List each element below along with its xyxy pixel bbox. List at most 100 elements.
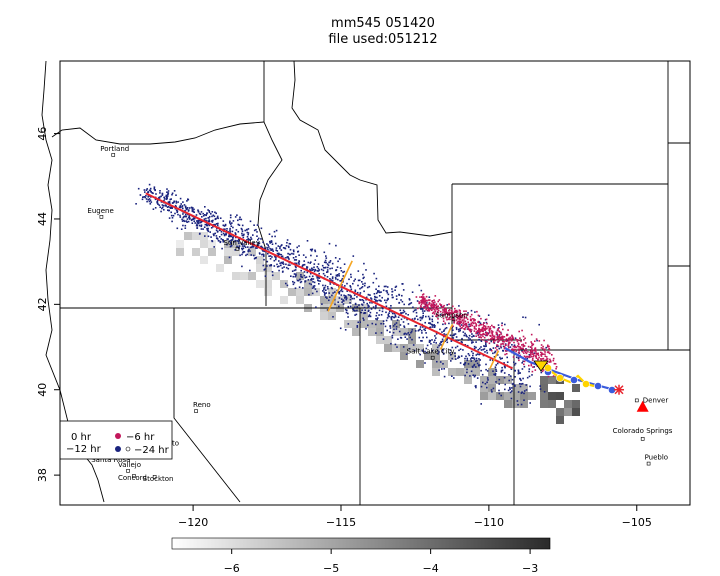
particle-24hr <box>523 392 525 395</box>
particle-24hr <box>459 348 462 350</box>
particle-24hr <box>242 234 245 237</box>
particle-24hr <box>375 288 377 290</box>
particle-24hr <box>278 253 281 256</box>
particle-24hr <box>241 228 243 231</box>
particle-24hr <box>357 270 360 272</box>
particle-24hr <box>299 278 301 281</box>
particle-24hr <box>257 241 259 244</box>
particle-24hr <box>279 246 281 248</box>
particle-24hr <box>471 342 473 344</box>
particle-12hr <box>503 341 505 343</box>
particle-12hr <box>432 308 434 310</box>
particle-24hr <box>363 306 366 309</box>
orange-mark <box>327 260 353 312</box>
concentration-cell <box>556 392 564 400</box>
particle-12hr <box>431 309 433 311</box>
particle-24hr <box>253 254 255 257</box>
particle-24hr <box>503 362 505 364</box>
particle-24hr <box>172 214 175 217</box>
particle-12hr <box>551 354 553 356</box>
particle-24hr <box>256 235 258 237</box>
concentration-cell <box>456 368 464 376</box>
particle-24hr <box>340 270 343 272</box>
particle-24hr <box>252 245 255 248</box>
particle-12hr <box>440 304 442 306</box>
particle-24hr <box>520 379 522 382</box>
particle-24hr <box>375 304 377 307</box>
particle-24hr <box>435 342 437 344</box>
release-star-icon <box>614 384 625 395</box>
particle-24hr <box>500 369 503 372</box>
particle-12hr <box>479 330 482 333</box>
particle-24hr <box>478 353 480 356</box>
particle-24hr <box>234 216 237 218</box>
orange-mark <box>489 350 500 370</box>
particle-24hr <box>282 247 285 249</box>
particle-24hr <box>144 196 147 199</box>
particle-24hr <box>157 203 159 205</box>
particle-24hr <box>185 215 188 218</box>
particle-24hr <box>278 260 280 262</box>
particle-24hr <box>234 232 237 234</box>
particle-24hr <box>479 322 482 325</box>
concentration-cell <box>264 272 272 280</box>
particle-24hr <box>390 316 392 318</box>
particle-24hr <box>216 224 219 227</box>
particle-24hr <box>361 299 364 301</box>
particle-24hr <box>458 328 460 331</box>
concentration-cell <box>488 368 496 376</box>
particle-12hr <box>532 353 535 355</box>
particle-24hr <box>455 358 457 360</box>
particle-24hr <box>362 317 364 320</box>
particle-12hr <box>475 331 478 333</box>
particle-24hr <box>477 349 480 351</box>
particle-24hr <box>228 234 230 236</box>
particle-24hr <box>322 290 324 292</box>
particle-12hr <box>419 305 422 307</box>
particle-24hr <box>357 279 360 282</box>
particle-24hr <box>257 244 260 246</box>
particle-12hr <box>531 359 534 361</box>
particle-12hr <box>483 329 486 331</box>
particle-24hr <box>545 346 547 349</box>
particle-12hr <box>432 303 434 305</box>
particle-24hr <box>271 235 273 238</box>
particle-24hr <box>409 302 411 305</box>
particle-12hr <box>541 370 544 373</box>
particle-24hr <box>364 309 366 311</box>
particle-24hr <box>504 383 506 386</box>
particle-24hr <box>346 290 348 292</box>
concentration-cell <box>548 376 556 384</box>
particle-24hr <box>325 292 327 294</box>
particle-24hr <box>528 375 531 378</box>
particle-24hr <box>273 259 276 262</box>
particle-12hr <box>456 311 459 313</box>
particle-24hr <box>341 279 343 281</box>
particle-12hr <box>541 352 543 354</box>
particle-12hr <box>540 344 543 346</box>
particle-24hr <box>212 219 214 222</box>
city-marker <box>132 474 136 478</box>
particle-12hr <box>418 301 420 303</box>
particle-24hr <box>438 369 440 371</box>
particle-24hr <box>382 323 385 325</box>
particle-12hr <box>532 355 535 358</box>
particle-12hr <box>459 313 461 316</box>
particle-24hr <box>188 216 191 218</box>
particle-24hr <box>295 266 297 269</box>
particle-12hr <box>539 358 542 360</box>
particle-24hr <box>380 291 382 293</box>
particle-24hr <box>230 235 233 238</box>
particle-24hr <box>378 295 381 297</box>
particle-12hr <box>517 343 520 345</box>
particle-24hr <box>347 312 349 315</box>
particle-12hr <box>458 318 461 321</box>
particle-24hr <box>142 196 144 198</box>
particle-24hr <box>181 218 183 221</box>
particle-12hr <box>549 359 552 362</box>
particle-24hr <box>391 315 393 318</box>
particle-12hr <box>542 347 544 350</box>
particle-24hr <box>443 368 445 370</box>
particle-24hr <box>350 276 352 278</box>
particle-24hr <box>292 283 295 286</box>
